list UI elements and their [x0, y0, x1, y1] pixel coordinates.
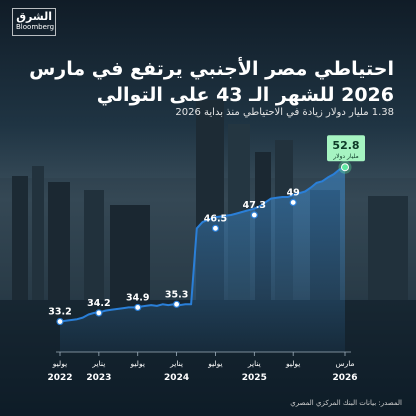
- data-label: 46.5: [204, 213, 227, 224]
- data-label: 49: [287, 187, 300, 198]
- series-line: [59, 166, 346, 323]
- series-area: [60, 167, 345, 352]
- last-value-box: [327, 135, 365, 162]
- data-point: [211, 224, 220, 232]
- data-label: 34.2: [87, 298, 110, 309]
- x-tick-year: 2024: [164, 373, 189, 383]
- data-label: 35.3: [165, 289, 188, 300]
- last-point: [341, 163, 349, 172]
- last-value-unit: مليار دولار: [332, 153, 359, 160]
- data-label: 33.2: [48, 307, 71, 318]
- x-tick-month: يناير: [247, 359, 261, 368]
- data-label: 47.3: [243, 200, 266, 211]
- x-tick-year: 2025: [242, 373, 267, 383]
- x-tick-month: يناير: [169, 359, 183, 368]
- logo-arabic: الشرق: [16, 10, 52, 23]
- logo-english: Bloomberg: [16, 23, 55, 31]
- x-tick-month: يناير: [91, 359, 105, 368]
- last-value-label: 52.8: [332, 139, 359, 152]
- data-point: [134, 303, 142, 312]
- x-tick-month: يوليو: [285, 359, 300, 368]
- headline: احتياطي مصر الأجنبي يرتفع في مارس 2026 ل…: [29, 58, 394, 106]
- data-label: 34.9: [126, 292, 149, 303]
- x-tick-month: يوليو: [52, 359, 67, 368]
- source-note: المصدر: بيانات البنك المركزي المصري: [290, 399, 402, 407]
- x-tick-year: 2022: [47, 373, 72, 383]
- x-tick-month: يوليو: [130, 359, 145, 368]
- data-point: [56, 317, 64, 326]
- subtitle: 1.38 مليار دولار زيادة في الاحتياطي منذ …: [175, 107, 394, 118]
- data-point: [289, 198, 297, 207]
- x-tick-year: 2026: [332, 373, 357, 383]
- x-tick-month: مارس: [335, 359, 354, 368]
- brand-logo: الشرق Bloomberg: [12, 8, 56, 36]
- x-tick-year: 2023: [86, 373, 111, 383]
- x-tick-month: يوليو: [207, 359, 222, 368]
- data-point: [250, 211, 258, 219]
- data-point: [172, 300, 181, 308]
- data-point: [95, 309, 103, 317]
